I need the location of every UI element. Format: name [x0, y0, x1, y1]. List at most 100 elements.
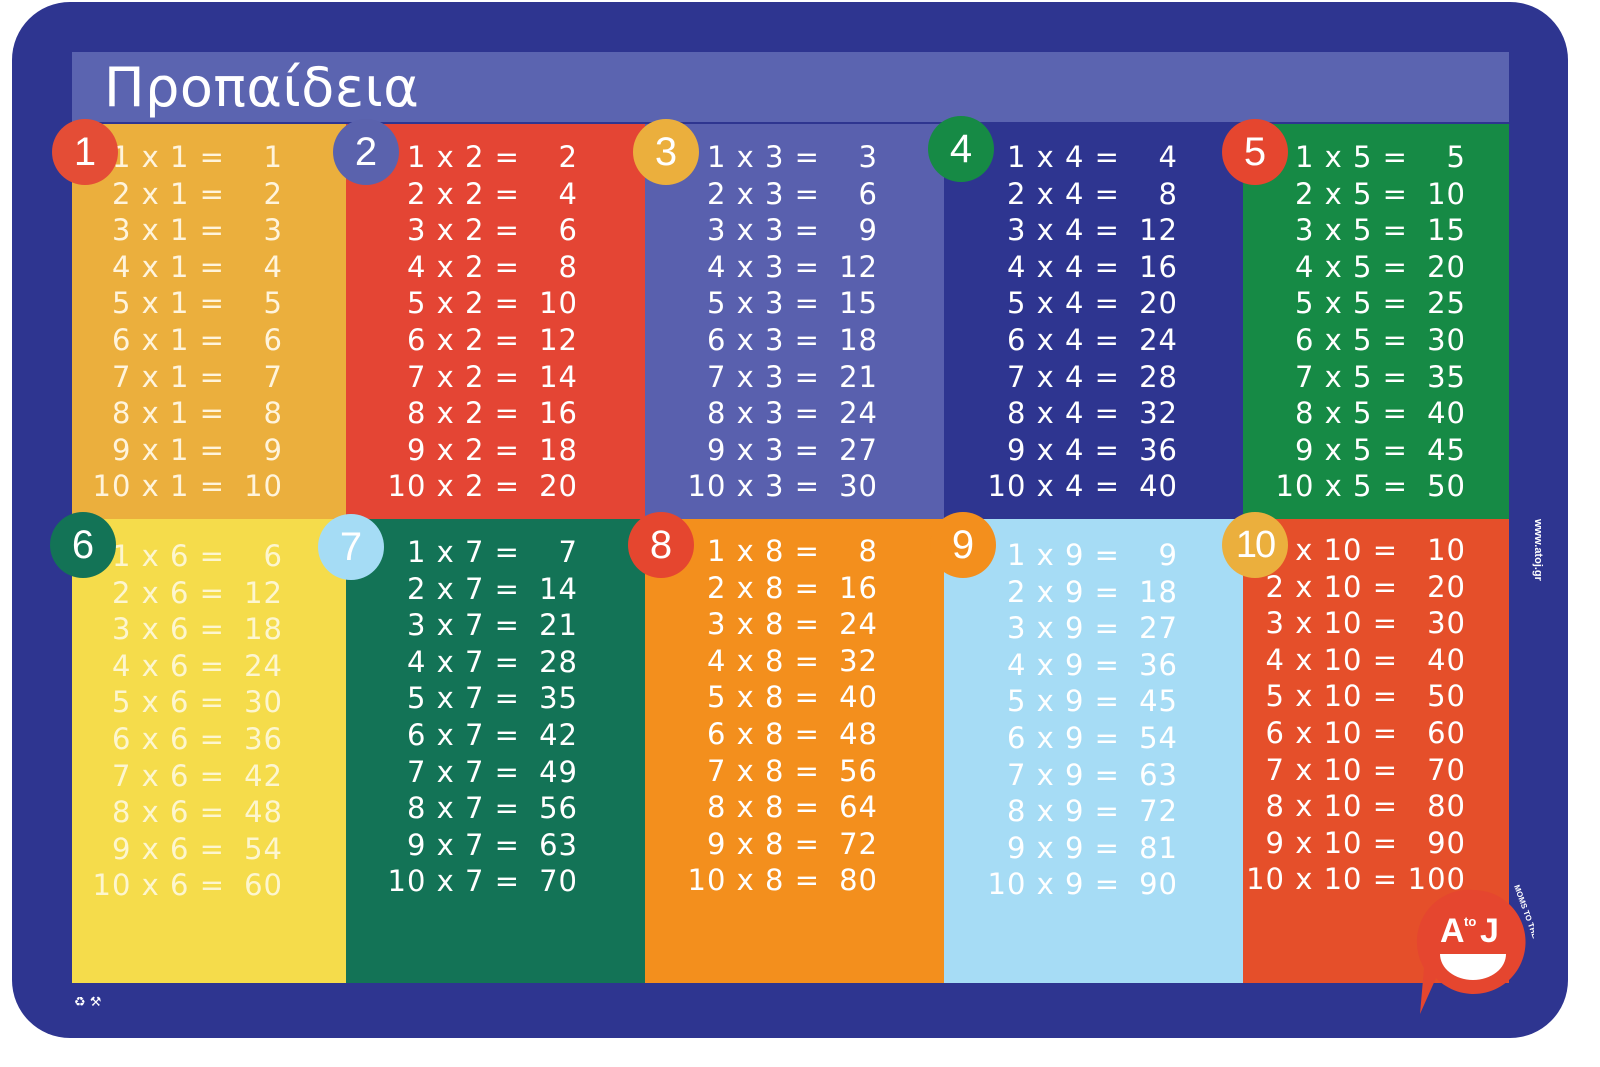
row-expression: 4 x 9 = [1006, 647, 1120, 682]
table-row: 9 x 8 = 72 [638, 826, 878, 863]
row-result: 18 [244, 612, 283, 647]
row-expression: 3 x 2 = [406, 213, 520, 248]
row-expression: 1 x 2 = [406, 140, 520, 174]
row-expression: 10 x 10 = [1246, 862, 1398, 897]
row-result: 30 [839, 469, 878, 504]
row-result: 56 [839, 753, 878, 788]
row-result: 2 [263, 176, 283, 211]
row-result: 8 [858, 534, 878, 568]
row-result: 12 [244, 575, 283, 610]
row-result: 32 [1139, 396, 1178, 431]
row-result: 70 [1427, 752, 1466, 787]
row-result: 18 [839, 322, 878, 357]
table-row: 3 x 5 = 15 [1226, 212, 1466, 249]
row-result: 6 [558, 213, 578, 248]
row-expression: 9 x 6 = [111, 831, 225, 866]
row-result: 35 [1427, 359, 1466, 394]
row-expression: 5 x 8 = [706, 680, 820, 715]
row-expression: 5 x 9 = [1006, 684, 1120, 719]
row-expression: 4 x 3 = [706, 249, 820, 284]
row-expression: 10 x 7 = [387, 864, 520, 899]
table-row: 8 x 3 = 24 [638, 395, 878, 432]
row-expression: 5 x 3 = [706, 286, 820, 321]
row-expression: 4 x 6 = [111, 648, 225, 683]
table-row: 6 x 5 = 30 [1226, 322, 1466, 359]
row-expression: 9 x 10 = [1265, 825, 1398, 860]
row-result: 28 [539, 644, 578, 679]
row-expression: 7 x 1 = [111, 359, 225, 394]
row-expression: 10 x 6 = [92, 868, 225, 903]
row-result: 16 [539, 396, 578, 431]
table-row: 10 x 7 = 70 [338, 863, 578, 900]
table-row: 10 x 6 = 60 [43, 867, 283, 904]
row-result: 25 [1427, 286, 1466, 321]
row-expression: 5 x 1 = [111, 286, 225, 321]
logo-letter-j: J [1480, 912, 1499, 950]
row-result: 2 [558, 140, 578, 174]
table-row: 7 x 4 = 28 [938, 359, 1178, 396]
table-row: 3 x 7 = 21 [338, 607, 578, 644]
row-result: 36 [1139, 432, 1178, 467]
row-expression: 5 x 4 = [1006, 286, 1120, 321]
row-expression: 1 x 3 = [706, 140, 820, 174]
row-expression: 2 x 7 = [406, 571, 520, 606]
row-result: 3 [858, 140, 878, 174]
row-result: 5 [1446, 140, 1466, 174]
table-panel-8 [645, 519, 944, 983]
table-row: 2 x 1 = 2 [43, 176, 283, 213]
table-number-badge-7: 7 [318, 514, 384, 580]
row-result: 24 [244, 648, 283, 683]
table-row: 2 x 5 = 10 [1226, 176, 1466, 213]
table-row: 3 x 4 = 12 [938, 212, 1178, 249]
row-result: 18 [539, 432, 578, 467]
table-row: 4 x 5 = 20 [1226, 249, 1466, 286]
table-row: 7 x 3 = 21 [638, 359, 878, 396]
table-row: 1 x 5 = 5 [1226, 139, 1466, 176]
row-expression: 6 x 1 = [111, 322, 225, 357]
row-result: 63 [539, 827, 578, 862]
row-result: 7 [558, 535, 578, 569]
row-expression: 9 x 3 = [706, 432, 820, 467]
row-result: 72 [839, 826, 878, 861]
row-expression: 3 x 9 = [1006, 611, 1120, 646]
row-result: 40 [1427, 642, 1466, 677]
row-result: 80 [1427, 789, 1466, 824]
row-expression: 7 x 6 = [111, 758, 225, 793]
row-expression: 4 x 8 = [706, 643, 820, 678]
atoj-logo: A to J MOMS TO THE RESCUE! [1416, 884, 1534, 1014]
table-rows-5: 1 x 5 = 5 2 x 5 = 10 3 x 5 = 15 4 x 5 = 20 5 x 5… [1226, 139, 1466, 505]
row-expression: 8 x 10 = [1265, 789, 1398, 824]
table-rows-4: 1 x 4 = 4 2 x 4 = 8 3 x 4 = 12 4 x 4 = 16 5 x 4 … [938, 139, 1178, 505]
row-result: 10 [244, 469, 283, 504]
row-expression: 2 x 10 = [1265, 569, 1398, 604]
table-row: 8 x 2 = 16 [338, 395, 578, 432]
row-result: 6 [263, 322, 283, 357]
table-row: 1 x 1 = 1 [43, 139, 283, 176]
row-result: 30 [1427, 606, 1466, 641]
table-row: 8 x 6 = 48 [43, 794, 283, 831]
table-row: 3 x 1 = 3 [43, 212, 283, 249]
row-result: 12 [1139, 213, 1178, 248]
table-row: 5 x 1 = 5 [43, 285, 283, 322]
row-result: 14 [539, 359, 578, 394]
table-row: 2 x 10 = 20 [1226, 569, 1466, 606]
row-expression: 5 x 2 = [406, 286, 520, 321]
row-expression: 7 x 10 = [1265, 752, 1398, 787]
row-expression: 4 x 10 = [1265, 642, 1398, 677]
table-row: 8 x 9 = 72 [938, 793, 1178, 830]
row-expression: 1 x 5 = [1294, 140, 1408, 174]
row-expression: 8 x 2 = [406, 396, 520, 431]
table-row: 8 x 4 = 32 [938, 395, 1178, 432]
row-result: 20 [1427, 249, 1466, 284]
row-expression: 6 x 10 = [1265, 715, 1398, 750]
row-expression: 5 x 10 = [1265, 679, 1398, 714]
table-row: 8 x 8 = 64 [638, 789, 878, 826]
row-result: 80 [839, 863, 878, 898]
title-bar [72, 52, 1509, 122]
table-row: 5 x 7 = 35 [338, 680, 578, 717]
row-result: 30 [244, 685, 283, 720]
table-row: 2 x 6 = 12 [43, 575, 283, 612]
table-row: 10 x 9 = 90 [938, 866, 1178, 903]
table-number-badge-8: 8 [628, 512, 694, 578]
row-result: 12 [839, 249, 878, 284]
